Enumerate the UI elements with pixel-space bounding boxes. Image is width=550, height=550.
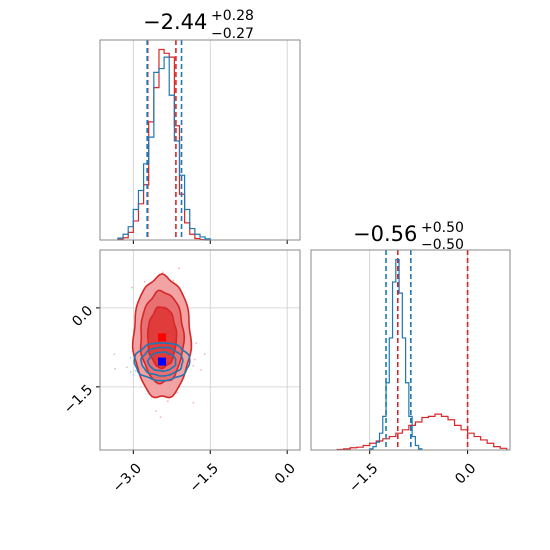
joint-sample-point-blue (132, 374, 135, 376)
title-p1-lower: −0.50 (421, 237, 464, 253)
joint-contour-blue (133, 341, 191, 382)
title-p1-value: −0.56 (353, 222, 417, 246)
title-p0: −2.44 +0.28 −0.27 (143, 8, 254, 42)
joint-sample-point-blue (125, 366, 128, 369)
joint-sample-point-red (193, 358, 196, 361)
joint-sample-point-red (161, 271, 164, 274)
joint-sample-point-red (195, 342, 197, 344)
joint-sample-point-red (176, 391, 179, 394)
joint-sample-point-red (131, 286, 134, 289)
joint-marker-blue (158, 357, 167, 366)
joint-marker-red (158, 333, 167, 342)
joint-sample-point-red (172, 279, 175, 282)
joint-tick-label-y: 0.0 (69, 303, 96, 330)
joint-sample-point-red (166, 400, 169, 403)
p1-frame (310, 249, 511, 451)
joint-sample-point-blue (114, 367, 117, 370)
title-p1: −0.56 +0.50 −0.50 (353, 220, 464, 253)
contour-panel-joint: −3.0 −1.5 0.0 0.0 −1.5 (61, 249, 301, 496)
p1-hist-red (336, 413, 508, 451)
joint-sample-point-red (177, 267, 180, 270)
joint-sample-point-blue (129, 356, 132, 359)
joint-sample-point-red (203, 353, 206, 355)
joint-frame (99, 249, 301, 451)
title-p0-lower: −0.27 (211, 26, 254, 42)
title-p0-value: −2.44 (143, 10, 207, 34)
joint-sample-point-blue (129, 370, 132, 373)
joint-tick-label-x: 0.0 (272, 460, 299, 487)
joint-sample-point-red (155, 410, 157, 412)
p1-tick-label-x: 0.0 (452, 460, 479, 487)
p0-hist-red (117, 48, 211, 241)
title-p0-upper: +0.28 (211, 8, 254, 24)
p1-hist-blue (369, 258, 423, 450)
joint-tick-label-y: −1.5 (61, 382, 96, 417)
joint-sample-point-blue (113, 353, 116, 356)
histogram-panel-p0 (99, 39, 301, 244)
p1-tick-label-x: −1.5 (346, 460, 381, 495)
joint-sample-point-blue (134, 369, 137, 372)
joint-tick-label-x: −3.0 (110, 460, 145, 495)
joint-tick-label-x: −1.5 (187, 460, 222, 495)
p0-frame (99, 39, 301, 241)
title-p1-upper: +0.50 (421, 220, 464, 236)
joint-contour-blue (147, 351, 177, 373)
joint-sample-point-red (192, 364, 195, 367)
joint-sample-point-red (200, 369, 203, 371)
p0-hist-blue (117, 56, 211, 240)
joint-sample-point-red (159, 416, 162, 419)
joint-sample-point-red (143, 281, 146, 283)
joint-sample-point-red (192, 401, 195, 404)
histogram-panel-p1: −1.5 0.0 (310, 249, 511, 496)
joint-contour-blue (140, 346, 184, 377)
